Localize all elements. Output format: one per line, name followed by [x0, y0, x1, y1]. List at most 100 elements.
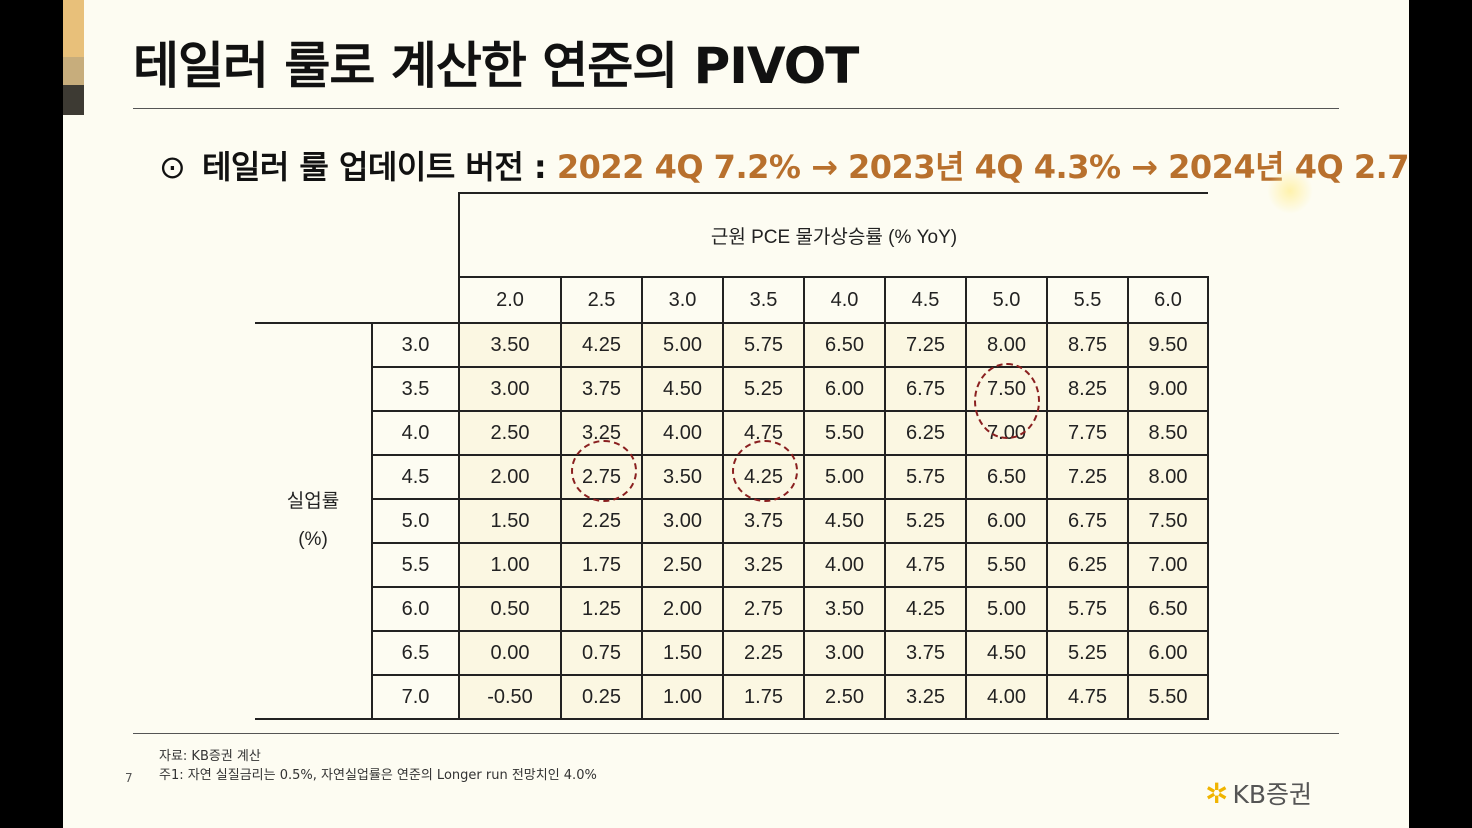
table-cell: 3.00 [641, 498, 724, 544]
column-label: 6.0 [1127, 276, 1209, 324]
table-cell: 8.25 [1046, 366, 1129, 412]
table-row: 4.5 2.00 2.75 3.50 4.25 5.00 5.75 6.50 7… [255, 454, 1209, 500]
table-cell: 0.50 [458, 586, 562, 632]
table-row: 3.5 3.00 3.75 4.50 5.25 6.00 6.75 7.50 8… [255, 366, 1209, 412]
table-corner [255, 193, 459, 277]
table-cell: 1.50 [458, 498, 562, 544]
table-cell: 4.00 [641, 410, 724, 456]
table-cell: 0.75 [560, 630, 643, 676]
table-cell: 1.00 [458, 542, 562, 588]
highlight-circle-2023 [732, 440, 798, 502]
row-label: 3.5 [371, 366, 460, 412]
table-cell: 7.75 [1046, 410, 1129, 456]
table-cell: 5.00 [641, 322, 724, 368]
row-header: 실업률 (%) [255, 322, 372, 720]
table-cell: 6.25 [1046, 542, 1129, 588]
table-cell: 6.00 [1127, 630, 1209, 676]
table-cell: 6.00 [965, 498, 1048, 544]
row-label: 6.0 [371, 586, 460, 632]
table-cell: -0.50 [458, 674, 562, 720]
footer-divider [133, 733, 1339, 734]
table-cell: 0.25 [560, 674, 643, 720]
column-label: 3.5 [722, 276, 805, 324]
table-cell: 4.50 [803, 498, 886, 544]
table-cell: 2.50 [458, 410, 562, 456]
table-cell: 3.75 [722, 498, 805, 544]
table-cell: 7.25 [1046, 454, 1129, 500]
table-cell: 8.50 [1127, 410, 1209, 456]
company-logo: ✲ KB증권 [1205, 775, 1312, 811]
subtitle-text: 테일러 룰 업데이트 버전 : [201, 148, 557, 186]
page-title: 테일러 룰로 계산한 연준의 PIVOT [133, 37, 859, 95]
table-cell: 5.25 [1046, 630, 1129, 676]
table-cell: 8.75 [1046, 322, 1129, 368]
row-label: 5.5 [371, 542, 460, 588]
table-cell: 9.00 [1127, 366, 1209, 412]
table-cell: 2.25 [722, 630, 805, 676]
column-label: 4.0 [803, 276, 886, 324]
footnote: 주1: 자연 실질금리는 0.5%, 자연실업률은 연준의 Longer run… [159, 768, 597, 783]
column-label: 5.5 [1046, 276, 1129, 324]
row-label: 5.0 [371, 498, 460, 544]
table-cell: 4.75 [1046, 674, 1129, 720]
table-cell: 3.25 [722, 542, 805, 588]
table-row: 5.5 1.00 1.75 2.50 3.25 4.00 4.75 5.50 6… [255, 542, 1209, 588]
column-label: 2.5 [560, 276, 643, 324]
table-cell: 6.50 [965, 454, 1048, 500]
subtitle: ⊙ 테일러 룰 업데이트 버전 : 2022 4Q 7.2% → 2023년 4… [159, 142, 1409, 188]
table-cell: 8.00 [1127, 454, 1209, 500]
column-header: 근원 PCE 물가상승률 (% YoY) [458, 192, 1208, 277]
table-cell: 5.00 [803, 454, 886, 500]
table-cell: 5.75 [884, 454, 967, 500]
table-cell: 1.50 [641, 630, 724, 676]
table-cell: 2.00 [641, 586, 724, 632]
table-cell: 4.75 [884, 542, 967, 588]
highlight-circle-2024 [974, 363, 1040, 439]
table-cell: 3.50 [458, 322, 562, 368]
table-cell: 3.25 [884, 674, 967, 720]
table-cell: 6.00 [803, 366, 886, 412]
highlight-circle-2022 [571, 440, 637, 502]
table-cell: 3.00 [803, 630, 886, 676]
column-label: 5.0 [965, 276, 1048, 324]
table-cell: 1.75 [722, 674, 805, 720]
table-cell: 4.25 [884, 586, 967, 632]
table-cell: 2.00 [458, 454, 562, 500]
table-cell: 3.50 [641, 454, 724, 500]
row-label: 4.0 [371, 410, 460, 456]
row-label: 7.0 [371, 674, 460, 720]
table-cell: 0.00 [458, 630, 562, 676]
source-note: 자료: KB증권 계산 [159, 749, 261, 764]
table-cell: 6.25 [884, 410, 967, 456]
table-cell: 5.75 [1046, 586, 1129, 632]
table-cell: 5.50 [1127, 674, 1209, 720]
table-cell: 5.00 [965, 586, 1048, 632]
table-cell: 1.75 [560, 542, 643, 588]
table-row: 4.0 2.50 3.25 4.00 4.75 5.50 6.25 7.00 7… [255, 410, 1209, 456]
table-cell: 5.75 [722, 322, 805, 368]
table-cell: 3.75 [884, 630, 967, 676]
table-cell: 3.75 [560, 366, 643, 412]
table-cell: 2.50 [803, 674, 886, 720]
table-cell: 5.25 [722, 366, 805, 412]
kb-star-icon: ✲ [1205, 776, 1229, 810]
row-label: 6.5 [371, 630, 460, 676]
row-header-unit: (%) [298, 529, 328, 550]
column-labels-row: 2.0 2.5 3.0 3.5 4.0 4.5 5.0 5.5 6.0 [255, 276, 1209, 324]
row-label: 3.0 [371, 322, 460, 368]
column-label: 2.0 [458, 276, 562, 324]
row-label: 4.5 [371, 454, 460, 500]
table-cell: 6.50 [803, 322, 886, 368]
page-number: 7 [125, 771, 133, 785]
table-cell: 1.25 [560, 586, 643, 632]
table-row: 실업률 (%) 3.0 3.50 4.25 5.00 5.75 6.50 7.2… [255, 322, 1209, 720]
table-row: 7.0 -0.50 0.25 1.00 1.75 2.50 3.25 4.00 … [255, 674, 1209, 720]
accent-bar [63, 0, 84, 115]
table-row: 5.0 1.50 2.25 3.00 3.75 4.50 5.25 6.00 6… [255, 498, 1209, 544]
table-cell: 4.00 [803, 542, 886, 588]
table-cell: 6.75 [884, 366, 967, 412]
subtitle-highlight: 2022 4Q 7.2% → 2023년 4Q 4.3% → 2024년 4Q … [556, 148, 1409, 186]
table-cell: 9.50 [1127, 322, 1209, 368]
title-divider [133, 108, 1339, 109]
table-cell: 7.25 [884, 322, 967, 368]
